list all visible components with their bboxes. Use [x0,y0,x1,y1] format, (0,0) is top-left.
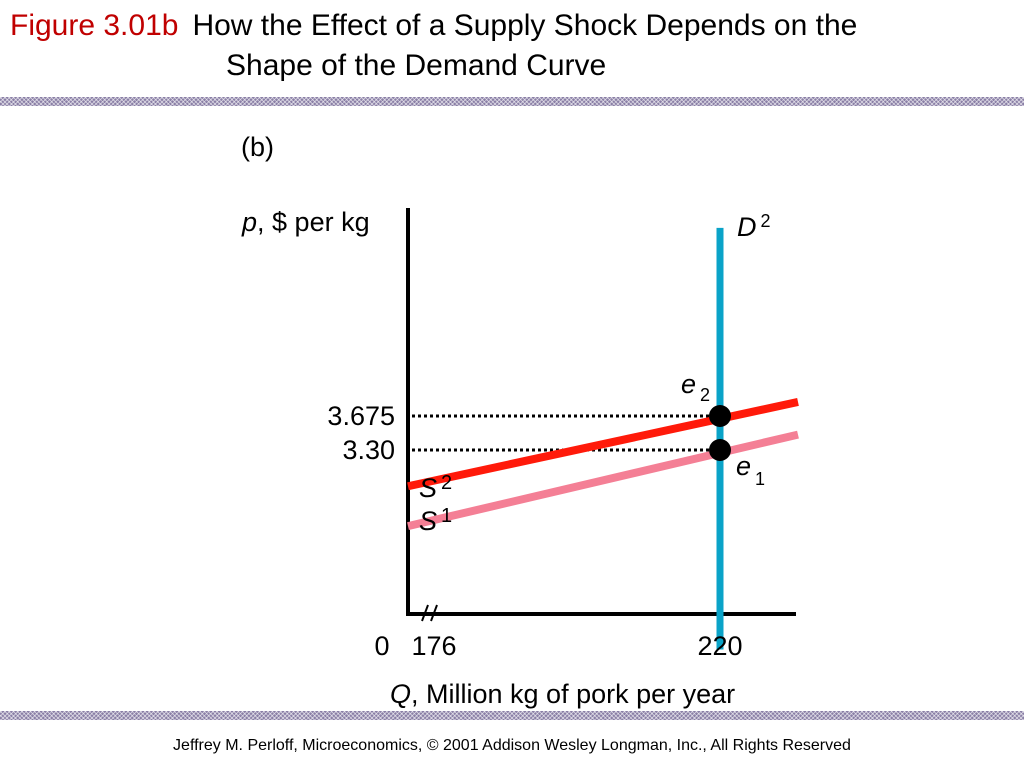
curves [407,227,799,650]
curve-labels: D 2S 2S 1e 2e 1 [419,211,771,536]
tick-labels: 0 176 220 3.675 3.30 [327,401,742,661]
copyright-footer: Jeffrey M. Perloff, Microeconomics, © 20… [173,737,851,754]
x-tick-label-0: 0 [374,631,389,661]
panel-label: (b) [241,132,274,162]
supply-curve-s1 [407,430,799,531]
y-axis-unit: , $ per kg [257,207,370,237]
y-tick-label-3.30: 3.30 [342,435,395,465]
bottom-divider [0,711,1024,720]
axis-break-mark-1 [421,604,429,622]
y-axis-label: p, $ per kg [241,207,370,237]
figure-label: Figure 3.01b [10,9,179,42]
equilibrium-points [709,405,731,461]
equilibrium-point-e1 [709,439,731,461]
title-line-2: Shape of the Demand Curve [226,49,607,82]
point-label-e1-index: 1 [755,469,765,489]
curve-label-s2-index: 2 [441,472,452,494]
x-axis-unit: , Million kg of pork per year [411,679,735,709]
x-axis-var: Q [390,679,411,709]
top-divider [0,97,1024,106]
equilibrium-point-e2 [709,405,731,427]
point-label-e1-name: e [736,451,751,481]
y-tick-label-3.675: 3.675 [327,401,395,431]
x-tick-label-220: 220 [697,631,742,661]
curve-label-s1-index: 1 [441,505,452,527]
guide-lines [412,414,720,452]
slide-title: Figure 3.01b How the Effect of a Supply S… [10,8,857,82]
point-label-e2-name: e [681,369,696,399]
y-axis-var: p [241,207,257,237]
curve-label-s1-name: S [419,506,437,536]
axis-break-mark-2 [430,604,438,622]
point-label-e2-index: 2 [700,385,710,405]
curve-label-d2-name: D [737,212,757,242]
curve-label-d2-index: 2 [761,211,771,231]
supply-curve-s2 [407,398,799,491]
curve-label-s2-name: S [419,473,437,503]
title-text-1: How the Effect of a Supply Shock Depends… [192,9,858,42]
x-axis-label: Q, Million kg of pork per year [390,679,735,709]
x-tick-label-176: 176 [411,631,456,661]
axes [406,208,796,622]
title-line-1: Figure 3.01b How the Effect of a Supply S… [10,8,857,44]
